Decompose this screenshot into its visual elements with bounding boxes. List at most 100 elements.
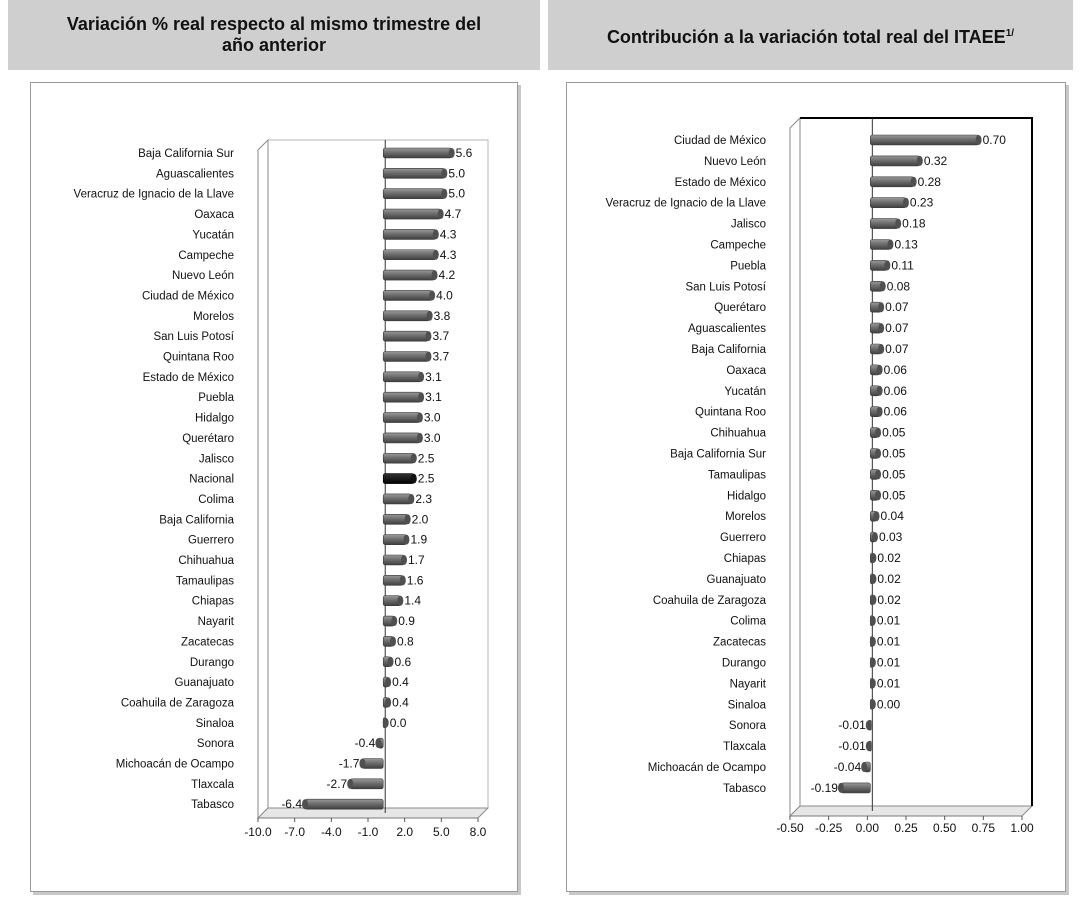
left-x-tick-label: -7.0	[284, 825, 305, 839]
right-bar-cap	[878, 302, 885, 313]
left-value-label: 3.0	[424, 431, 441, 445]
right-bar-cap	[878, 323, 885, 334]
left-bar-cap	[375, 738, 382, 749]
right-bar-cap	[884, 260, 891, 271]
right-bar-cap	[875, 427, 882, 438]
left-bar	[362, 758, 384, 769]
right-category-label: Ciudad de México	[674, 135, 766, 147]
left-value-label: -6.4	[281, 797, 302, 811]
right-bar-cap	[870, 553, 877, 563]
left-chart-title-line2: año anterior	[221, 35, 327, 55]
left-bar-cap	[385, 677, 392, 688]
right-bar-cap	[875, 448, 882, 459]
right-category-label: Estado de México	[675, 177, 766, 189]
left-category-label: Colima	[198, 494, 234, 506]
left-bar-cap	[437, 209, 444, 220]
left-bar-cap	[426, 310, 433, 321]
right-bar-cap	[876, 385, 883, 396]
right-bar-cap	[865, 741, 872, 752]
right-bar	[870, 218, 899, 229]
right-chart-header: Contribución a la variación total real d…	[548, 0, 1073, 70]
right-bar-cap	[865, 720, 872, 731]
left-bar	[382, 310, 430, 322]
right-value-label: 0.70	[983, 133, 1007, 147]
right-value-label: 0.04	[881, 509, 905, 523]
right-bar-cap	[910, 176, 917, 187]
left-bar-cap	[397, 595, 404, 606]
right-x-tick-label: -0.25	[815, 821, 843, 835]
right-category-label: Campeche	[710, 240, 766, 252]
left-bar	[382, 493, 412, 505]
right-value-label: 0.00	[877, 697, 901, 711]
right-bar-cap	[878, 344, 885, 354]
right-bar-cap	[869, 678, 876, 689]
left-category-label: Nayarit	[198, 616, 235, 628]
left-category-label: Ciudad de México	[142, 290, 234, 302]
left-category-label: Guanajuato	[175, 677, 234, 689]
right-category-label: Oaxaca	[726, 365, 766, 377]
right-bar	[870, 155, 921, 167]
right-category-label: Guanajuato	[707, 574, 766, 586]
right-x-tick-label: 1.00	[1010, 821, 1034, 835]
left-value-label: 0.4	[392, 675, 409, 689]
left-category-label: Querétaro	[182, 433, 234, 445]
left-category-label: Baja California Sur	[138, 148, 234, 160]
left-category-label: Durango	[190, 657, 234, 669]
left-bar-cap	[432, 229, 439, 240]
right-x-tick-label: 0.50	[933, 821, 957, 835]
right-x-tick-label: 0.75	[972, 821, 996, 835]
right-value-label: 0.06	[884, 405, 908, 419]
left-bar-cap	[432, 249, 439, 260]
left-value-label: 5.6	[456, 146, 473, 160]
right-category-label: San Luis Potosí	[685, 281, 766, 293]
left-bar-cap	[429, 290, 436, 301]
right-category-label: Morelos	[725, 511, 766, 523]
left-value-label: 5.0	[448, 187, 465, 201]
right-value-label: 0.07	[885, 300, 909, 314]
left-category-label: Yucatán	[192, 229, 234, 241]
left-category-label: Zacatecas	[181, 636, 234, 648]
right-bar-cap	[837, 782, 844, 793]
right-category-label: Nayarit	[730, 678, 767, 690]
right-bar-cap	[870, 594, 877, 605]
right-bar-cap	[876, 364, 883, 375]
left-bar-cap	[387, 656, 394, 667]
left-category-label: Sonora	[197, 738, 235, 750]
right-category-label: Michoacán de Ocampo	[648, 762, 766, 774]
right-category-label: Colima	[730, 616, 766, 628]
right-bar-cap	[975, 135, 982, 145]
right-category-label: Coahuila de Zaragoza	[653, 595, 767, 607]
right-category-label: Nuevo León	[704, 156, 766, 168]
right-category-label: Quintana Roo	[695, 407, 766, 419]
left-value-label: 0.0	[390, 716, 407, 730]
left-bar	[304, 798, 384, 810]
right-value-label: 0.13	[894, 238, 918, 252]
right-bar-cap	[875, 490, 882, 501]
right-x-tick-label: 0.25	[894, 821, 918, 835]
left-value-label: -1.7	[339, 757, 360, 771]
right-category-label: Hidalgo	[727, 490, 766, 502]
left-category-label: Sinaloa	[196, 718, 235, 730]
right-x-tick-label: -0.50	[776, 821, 804, 835]
left-bar-cap	[403, 534, 410, 545]
left-bar	[382, 249, 437, 261]
left-category-label: Estado de México	[143, 372, 234, 384]
right-value-label: 0.28	[918, 175, 942, 189]
right-category-label: Baja California	[691, 344, 766, 356]
left-bar	[382, 391, 422, 403]
left-bar	[382, 513, 408, 525]
left-x-tick-label: 8.0	[470, 825, 487, 839]
right-bar-cap	[871, 532, 878, 543]
left-category-label: Jalisco	[199, 453, 234, 465]
right-value-label: 0.18	[902, 217, 926, 231]
right-bar	[870, 134, 979, 146]
left-bar-cap	[302, 799, 308, 810]
left-value-label: 0.8	[397, 634, 414, 648]
right-bar	[870, 197, 907, 208]
left-value-label: 3.1	[425, 370, 442, 384]
right-category-label: Querétaro	[714, 302, 766, 314]
left-bar	[382, 452, 415, 464]
left-bar	[382, 290, 433, 301]
right-bar-cap	[869, 699, 876, 710]
